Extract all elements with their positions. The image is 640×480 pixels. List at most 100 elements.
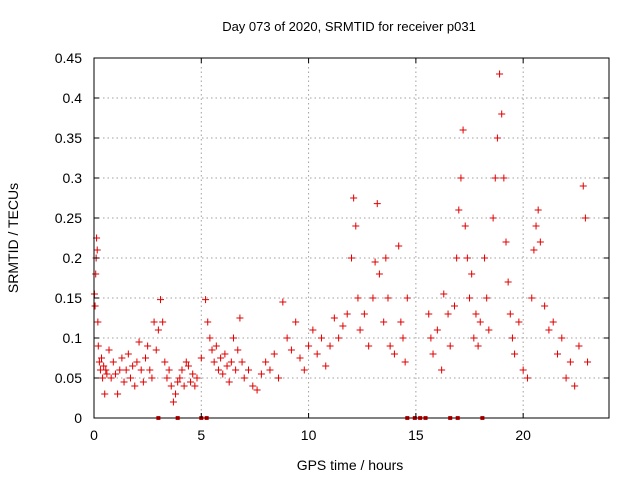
- data-point: [401, 358, 409, 366]
- data-point: [187, 378, 195, 386]
- data-point: [189, 370, 197, 378]
- data-point: [317, 334, 325, 342]
- data-point: [249, 382, 257, 390]
- data-point: [558, 334, 566, 342]
- data-point: [440, 290, 448, 298]
- data-point: [562, 374, 570, 382]
- data-point: [330, 314, 338, 322]
- data-point: [515, 318, 523, 326]
- data-point: [326, 342, 334, 350]
- data-point: [506, 310, 514, 318]
- data-point: [545, 326, 553, 334]
- data-point: [133, 358, 141, 366]
- data-point: [169, 398, 177, 406]
- data-point: [373, 200, 381, 208]
- data-point: [208, 346, 216, 354]
- data-point: [227, 358, 235, 366]
- data-point: [382, 254, 390, 262]
- data-point: [369, 294, 377, 302]
- data-point: [571, 382, 579, 390]
- data-point: [386, 342, 394, 350]
- data-point: [491, 174, 499, 182]
- y-tick-label: 0.15: [55, 290, 82, 306]
- x-axis-label: GPS time / hours: [297, 457, 404, 473]
- data-point: [118, 354, 126, 362]
- data-point: [335, 334, 343, 342]
- data-point: [111, 370, 119, 378]
- data-point: [180, 382, 188, 390]
- data-point: [152, 346, 160, 354]
- data-point: [137, 366, 145, 374]
- data-point: [234, 346, 242, 354]
- data-point: [528, 294, 536, 302]
- data-point: [210, 358, 218, 366]
- data-point: [425, 310, 433, 318]
- data-point: [511, 350, 519, 358]
- data-point: [534, 206, 542, 214]
- y-axis-label: SRMTID / TECUs: [5, 183, 21, 293]
- data-point: [229, 334, 237, 342]
- y-tick-label: 0.2: [63, 250, 83, 266]
- data-point: [371, 258, 379, 266]
- data-point: [365, 342, 373, 350]
- data-point: [236, 314, 244, 322]
- y-tick-label: 0.1: [63, 330, 83, 346]
- data-point: [100, 362, 108, 370]
- data-point: [532, 222, 540, 230]
- data-point: [380, 318, 388, 326]
- data-point: [390, 350, 398, 358]
- data-point: [172, 390, 180, 398]
- data-point: [485, 326, 493, 334]
- data-point: [184, 362, 192, 370]
- data-point: [504, 278, 512, 286]
- data-point: [253, 386, 261, 394]
- data-point: [101, 390, 109, 398]
- data-point: [91, 302, 99, 310]
- data-point: [481, 254, 489, 262]
- data-point: [322, 362, 330, 370]
- x-tick-label: 20: [515, 427, 531, 443]
- data-point: [94, 318, 102, 326]
- data-point: [433, 326, 441, 334]
- data-point: [429, 350, 437, 358]
- data-point: [466, 294, 474, 302]
- data-point: [176, 374, 184, 382]
- data-point: [360, 310, 368, 318]
- data-point: [463, 254, 471, 262]
- data-point: [354, 294, 362, 302]
- data-point: [122, 366, 130, 374]
- chart-title: Day 073 of 2020, SRMTID for receiver p03…: [222, 19, 476, 34]
- data-point: [483, 294, 491, 302]
- data-point: [498, 110, 506, 118]
- y-tick-label: 0.4: [63, 90, 83, 106]
- data-point: [438, 366, 446, 374]
- data-point: [375, 270, 383, 278]
- data-point: [94, 342, 102, 350]
- y-tick-label: 0.25: [55, 210, 82, 226]
- data-point: [584, 358, 592, 366]
- data-point: [126, 374, 134, 382]
- data-point: [165, 366, 173, 374]
- data-point: [468, 270, 476, 278]
- data-point: [350, 194, 358, 202]
- data-points: [90, 70, 592, 406]
- data-point: [496, 70, 504, 78]
- data-point: [343, 310, 351, 318]
- data-point: [305, 342, 313, 350]
- data-point: [197, 354, 205, 362]
- data-point: [223, 362, 231, 370]
- y-tick-label: 0.3: [63, 170, 83, 186]
- data-point: [129, 362, 137, 370]
- data-point: [270, 350, 278, 358]
- data-point: [502, 238, 510, 246]
- data-point: [489, 214, 497, 222]
- x-tick-label: 15: [408, 427, 424, 443]
- data-point: [107, 374, 115, 382]
- data-point: [232, 366, 240, 374]
- x-axis-ticks: 0 5 10 15 20: [90, 58, 531, 443]
- data-point: [178, 366, 186, 374]
- data-point: [453, 254, 461, 262]
- data-point: [154, 326, 162, 334]
- data-point: [575, 342, 583, 350]
